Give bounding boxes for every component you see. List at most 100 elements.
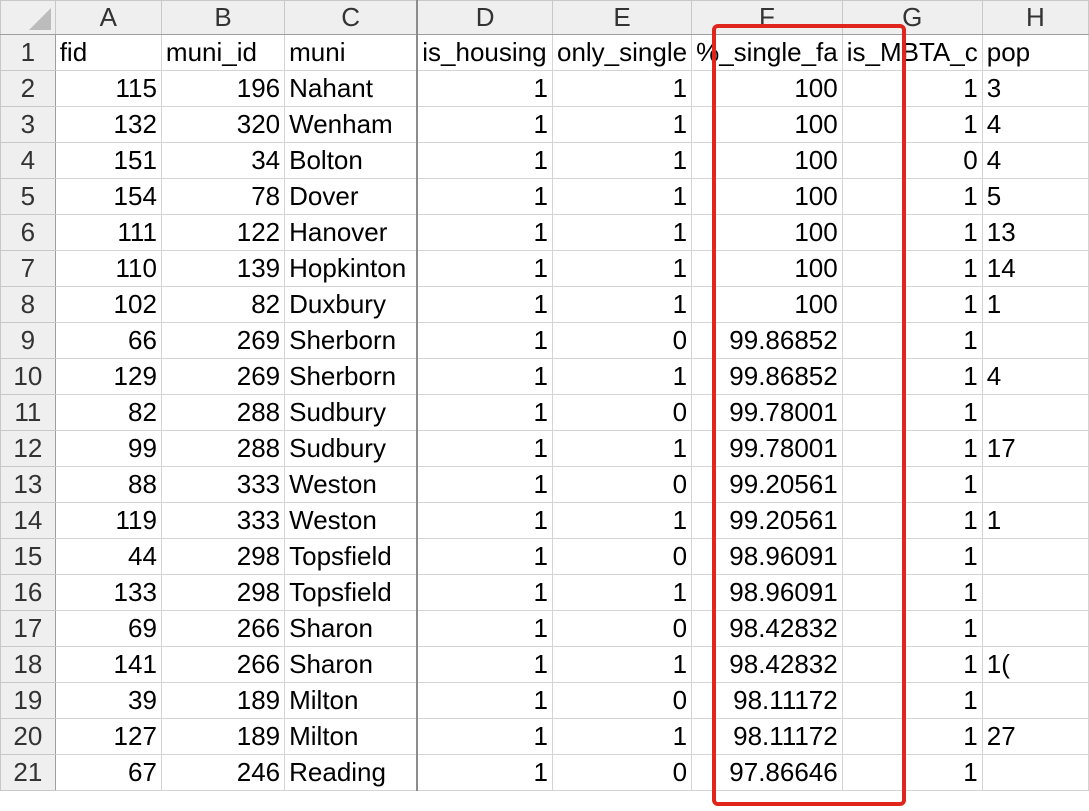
cell-g[interactable]: 1: [841, 646, 983, 683]
cell-g[interactable]: 1: [841, 682, 983, 719]
cell-b[interactable]: 78: [160, 178, 286, 215]
cell-d[interactable]: 1: [416, 286, 553, 323]
cell-g[interactable]: 1: [841, 394, 983, 431]
cell[interactable]: muni_id: [160, 34, 286, 71]
cell-a[interactable]: 129: [54, 358, 162, 395]
cell-h[interactable]: 4: [981, 142, 1089, 179]
cell-d[interactable]: 1: [416, 610, 553, 647]
cell-a[interactable]: 141: [54, 646, 162, 683]
cell-h[interactable]: [981, 610, 1089, 647]
cell-b[interactable]: 122: [160, 214, 286, 251]
select-all-corner[interactable]: [0, 0, 56, 35]
cell-c[interactable]: Hanover: [284, 214, 419, 251]
cell-c[interactable]: Sharon: [284, 646, 419, 683]
cell-b[interactable]: 333: [160, 466, 286, 503]
cell-b[interactable]: 196: [160, 70, 286, 107]
cell-a[interactable]: 39: [54, 682, 162, 719]
cell-a[interactable]: 154: [54, 178, 162, 215]
cell-f[interactable]: 98.42832: [691, 610, 843, 647]
cell-d[interactable]: 1: [416, 394, 553, 431]
cell-g[interactable]: 1: [841, 250, 983, 287]
cell-g[interactable]: 1: [841, 502, 983, 539]
cell-a[interactable]: 132: [54, 106, 162, 143]
cell-h[interactable]: [981, 394, 1089, 431]
cell-h[interactable]: 4: [981, 358, 1089, 395]
cell-b[interactable]: 266: [160, 610, 286, 647]
cell-c[interactable]: Milton: [284, 682, 419, 719]
cell-a[interactable]: 119: [54, 502, 162, 539]
cell-a[interactable]: 67: [54, 754, 162, 791]
column-header-b[interactable]: B: [160, 0, 286, 35]
row-number[interactable]: 19: [0, 682, 56, 719]
cell-e[interactable]: 0: [551, 538, 693, 575]
cell-c[interactable]: Dover: [284, 178, 419, 215]
cell-f[interactable]: 99.86852: [691, 322, 843, 359]
cell-d[interactable]: 1: [416, 250, 553, 287]
cell-b[interactable]: 189: [160, 682, 286, 719]
cell-c[interactable]: Wenham: [284, 106, 419, 143]
cell-f[interactable]: 99.86852: [691, 358, 843, 395]
cell-c[interactable]: Sudbury: [284, 394, 419, 431]
row-number[interactable]: 14: [0, 502, 56, 539]
cell[interactable]: pop: [981, 34, 1089, 71]
cell-b[interactable]: 333: [160, 502, 286, 539]
cell-b[interactable]: 34: [160, 142, 286, 179]
cell-b[interactable]: 298: [160, 574, 286, 611]
cell-h[interactable]: 1: [981, 286, 1089, 323]
cell-g[interactable]: 1: [841, 70, 983, 107]
cell-b[interactable]: 298: [160, 538, 286, 575]
cell-c[interactable]: Topsfield: [284, 574, 419, 611]
cell-b[interactable]: 288: [160, 430, 286, 467]
row-number[interactable]: 5: [0, 178, 56, 215]
cell-c[interactable]: Hopkinton: [284, 250, 419, 287]
cell-f[interactable]: 99.78001: [691, 430, 843, 467]
cell-a[interactable]: 151: [54, 142, 162, 179]
cell-g[interactable]: 1: [841, 754, 983, 791]
column-header-d[interactable]: D: [416, 0, 553, 35]
cell-d[interactable]: 1: [416, 754, 553, 791]
cell-e[interactable]: 1: [551, 106, 693, 143]
cell-f[interactable]: 100: [691, 250, 843, 287]
cell-e[interactable]: 1: [551, 430, 693, 467]
cell-e[interactable]: 0: [551, 466, 693, 503]
cell[interactable]: %_single_fa: [691, 34, 843, 71]
cell-a[interactable]: 82: [54, 394, 162, 431]
cell-b[interactable]: 189: [160, 718, 286, 755]
cell-c[interactable]: Sherborn: [284, 322, 419, 359]
cell-e[interactable]: 0: [551, 754, 693, 791]
cell-e[interactable]: 0: [551, 394, 693, 431]
row-number[interactable]: 21: [0, 754, 56, 791]
cell-f[interactable]: 99.20561: [691, 466, 843, 503]
cell-g[interactable]: 0: [841, 142, 983, 179]
column-header-g[interactable]: G: [841, 0, 983, 35]
cell-a[interactable]: 127: [54, 718, 162, 755]
cell-d[interactable]: 1: [416, 70, 553, 107]
cell-d[interactable]: 1: [416, 682, 553, 719]
cell-e[interactable]: 1: [551, 286, 693, 323]
cell-h[interactable]: 17: [981, 430, 1089, 467]
column-header-c[interactable]: C: [284, 0, 419, 35]
cell-d[interactable]: 1: [416, 574, 553, 611]
cell-e[interactable]: 1: [551, 250, 693, 287]
cell-e[interactable]: 0: [551, 610, 693, 647]
cell-h[interactable]: [981, 322, 1089, 359]
cell[interactable]: only_single: [551, 34, 693, 71]
cell-h[interactable]: 27: [981, 718, 1089, 755]
cell-e[interactable]: 1: [551, 358, 693, 395]
cell-c[interactable]: Weston: [284, 502, 419, 539]
cell-g[interactable]: 1: [841, 178, 983, 215]
cell-h[interactable]: 3: [981, 70, 1089, 107]
cell-d[interactable]: 1: [416, 502, 553, 539]
cell-f[interactable]: 98.42832: [691, 646, 843, 683]
cell-a[interactable]: 44: [54, 538, 162, 575]
cell-f[interactable]: 99.20561: [691, 502, 843, 539]
row-number[interactable]: 9: [0, 322, 56, 359]
cell-a[interactable]: 69: [54, 610, 162, 647]
cell-f[interactable]: 98.96091: [691, 574, 843, 611]
cell-e[interactable]: 1: [551, 646, 693, 683]
cell-d[interactable]: 1: [416, 538, 553, 575]
cell-g[interactable]: 1: [841, 430, 983, 467]
cell-h[interactable]: [981, 682, 1089, 719]
cell-c[interactable]: Weston: [284, 466, 419, 503]
row-number[interactable]: 8: [0, 286, 56, 323]
